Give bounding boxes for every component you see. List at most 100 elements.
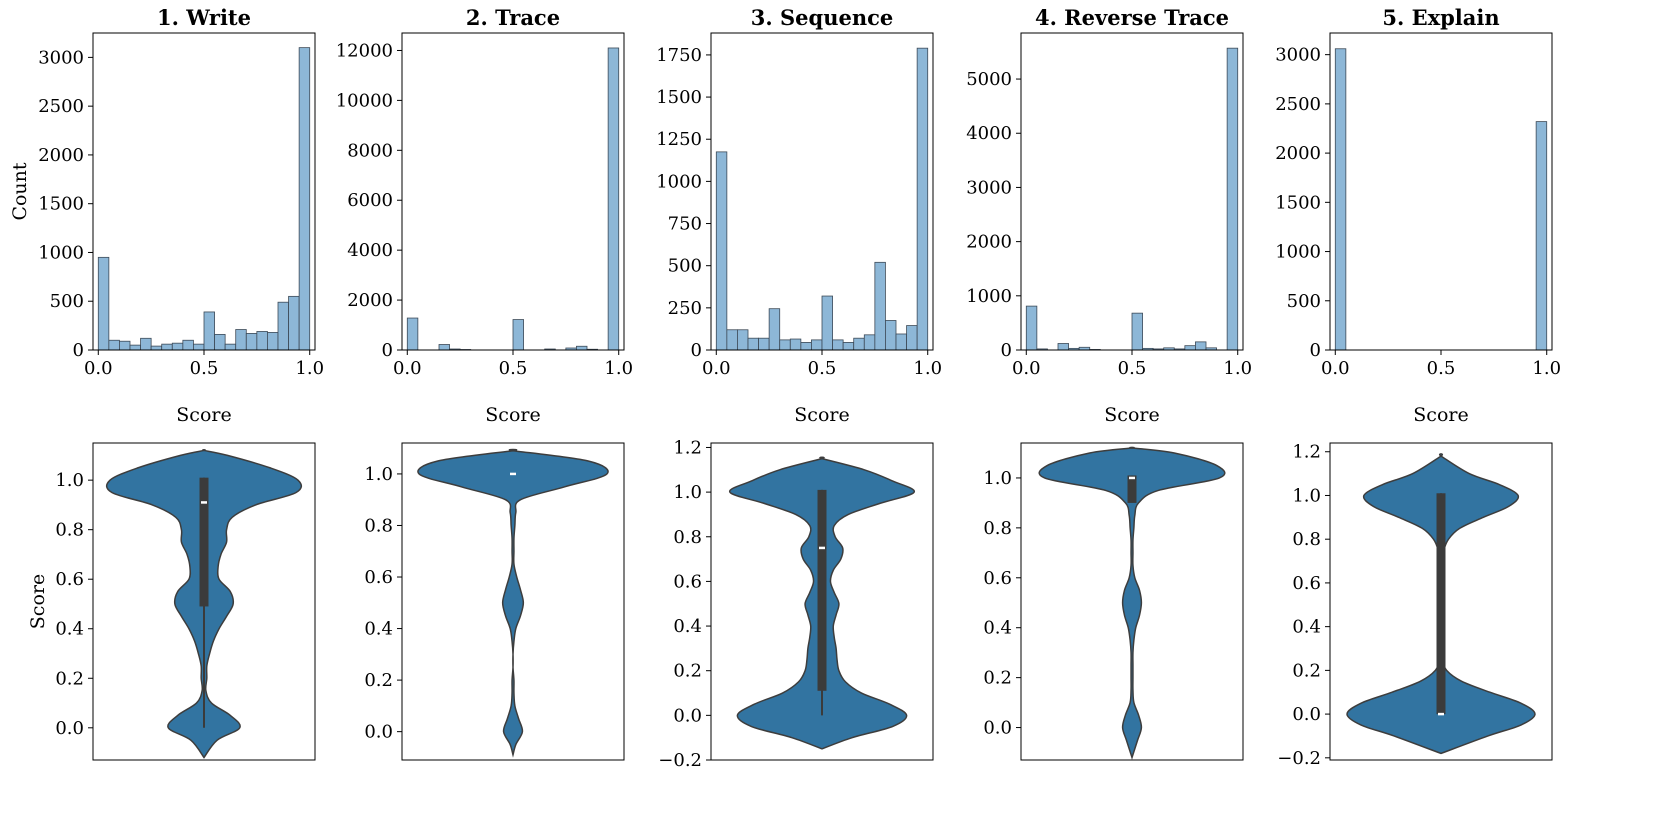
- histogram-bar: [245, 333, 258, 351]
- histogram-bar: [171, 342, 184, 351]
- histogram-bar: [726, 329, 738, 351]
- histogram-bar: [853, 337, 865, 351]
- y-tick-label: −0.2: [658, 750, 702, 771]
- x-axis-label: Score: [176, 404, 231, 426]
- histogram-bar: [140, 337, 152, 351]
- x-tick-label: 0.0: [1321, 358, 1350, 379]
- y-tick-label: 0.2: [983, 668, 1012, 689]
- histogram-bar: [193, 343, 205, 351]
- histogram-bar: [256, 331, 268, 351]
- y-tick-label: 250: [668, 298, 702, 319]
- histogram-bar: [1226, 47, 1239, 351]
- histogram-bar: [150, 345, 163, 351]
- y-axis-label: Count: [9, 162, 31, 220]
- histogram-bar: [758, 337, 770, 351]
- y-tick-label: 0.0: [55, 718, 84, 739]
- histogram-bar: [224, 343, 237, 351]
- y-tick-label: 0.0: [983, 718, 1012, 739]
- y-tick-label: 1500: [1275, 192, 1321, 213]
- x-tick-label: 0.5: [190, 358, 219, 379]
- y-tick-label: 1000: [966, 286, 1012, 307]
- y-tick-label: 1500: [656, 87, 702, 108]
- histogram-bar: [1057, 343, 1069, 351]
- histogram-bar: [267, 332, 279, 351]
- histogram-bar: [842, 342, 855, 351]
- histogram-bar: [214, 333, 226, 351]
- histogram-bar: [747, 337, 759, 351]
- histogram-bar: [576, 345, 588, 351]
- histogram-bar: [1334, 48, 1347, 351]
- panel-title: 3. Sequence: [751, 5, 894, 30]
- y-tick-label: 0: [1001, 340, 1012, 361]
- y-tick-label: 0.6: [55, 569, 84, 590]
- y-tick-label: 2500: [38, 96, 84, 117]
- y-tick-label: 10000: [336, 90, 393, 111]
- histogram-bar: [789, 338, 802, 351]
- histogram-bar: [182, 339, 194, 351]
- histogram-bar: [832, 339, 844, 351]
- histogram-bar: [1184, 345, 1196, 351]
- histogram-bar: [1131, 312, 1143, 351]
- x-tick-label: 1.0: [604, 358, 633, 379]
- y-tick-label: 0.2: [1292, 660, 1321, 681]
- y-tick-label: 0.4: [983, 618, 1012, 639]
- histogram-bar: [161, 343, 173, 351]
- x-tick-label: 1.0: [1223, 358, 1252, 379]
- y-tick-label: 5000: [966, 69, 1012, 90]
- histogram-bar: [895, 333, 907, 351]
- y-tick-label: 1000: [1275, 242, 1321, 263]
- y-tick-label: 4000: [347, 240, 393, 261]
- y-tick-label: 3000: [1275, 45, 1321, 66]
- axes-frame: [1020, 442, 1244, 761]
- y-tick-label: 1.2: [1292, 442, 1321, 463]
- violin-box: [199, 477, 209, 607]
- y-tick-label: 1.0: [364, 464, 393, 485]
- histogram-bar: [715, 151, 728, 351]
- x-axis-label: Score: [1413, 404, 1468, 426]
- y-tick-label: 500: [1287, 291, 1321, 312]
- panel-title: 1. Write: [157, 5, 251, 30]
- y-tick-label: 1.0: [673, 482, 702, 503]
- y-tick-label: 1500: [38, 194, 84, 215]
- y-tick-label: 0.0: [364, 722, 393, 743]
- axes-frame: [710, 442, 934, 761]
- axes-frame: [401, 442, 625, 761]
- x-tick-label: 0.0: [393, 358, 422, 379]
- y-tick-label: 0.2: [364, 670, 393, 691]
- y-tick-label: 0.8: [1292, 529, 1321, 550]
- x-axis-label: Score: [485, 404, 540, 426]
- y-tick-label: 2500: [1275, 94, 1321, 115]
- histogram-bar: [97, 256, 110, 351]
- y-tick-label: 0.4: [364, 619, 393, 640]
- x-tick-label: 0.5: [808, 358, 837, 379]
- violin-box: [1127, 475, 1137, 503]
- histogram-bar: [203, 311, 215, 351]
- y-tick-label: 3000: [966, 177, 1012, 198]
- y-tick-label: 2000: [966, 232, 1012, 253]
- histogram-bar: [298, 47, 311, 351]
- y-tick-label: 500: [668, 256, 702, 277]
- y-tick-label: 0.8: [983, 518, 1012, 539]
- y-tick-label: 6000: [347, 190, 393, 211]
- violin-body: [1038, 446, 1226, 760]
- y-tick-label: 0.0: [1292, 704, 1321, 725]
- histogram-bar: [874, 261, 886, 351]
- y-tick-label: 2000: [1275, 143, 1321, 164]
- x-tick-label: 1.0: [913, 358, 942, 379]
- y-tick-label: 0.8: [55, 520, 84, 541]
- x-tick-label: 0.5: [499, 358, 528, 379]
- histogram-bar: [811, 339, 823, 351]
- histogram-bar: [916, 47, 929, 351]
- histogram-bar: [288, 295, 300, 351]
- histogram-bar: [768, 308, 781, 351]
- y-tick-label: 8000: [347, 140, 393, 161]
- x-tick-label: 0.0: [1012, 358, 1041, 379]
- y-tick-label: 0: [1310, 340, 1321, 361]
- histogram-bar: [800, 342, 812, 351]
- panel-title: 4. Reverse Trace: [1035, 5, 1229, 30]
- histogram-bar: [1535, 121, 1548, 351]
- histogram-bar: [1195, 341, 1207, 351]
- axes-frame: [1020, 32, 1244, 351]
- y-tick-label: 0.4: [673, 616, 702, 637]
